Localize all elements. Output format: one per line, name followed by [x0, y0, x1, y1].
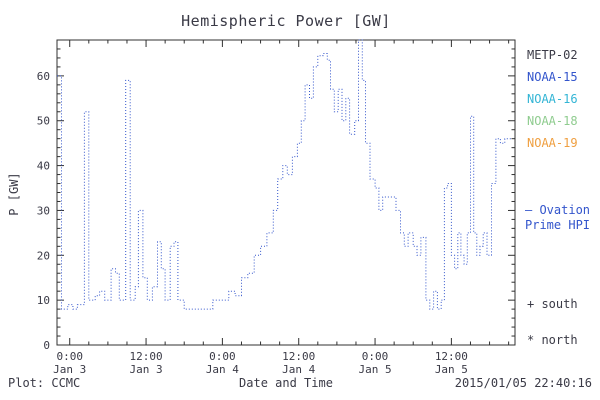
- svg-text:30: 30: [37, 204, 50, 217]
- north-marker-note: * north: [527, 333, 578, 347]
- legend-item-noaa18: NOAA-18: [527, 114, 578, 128]
- svg-text:Jan 4: Jan 4: [282, 363, 315, 376]
- svg-text:Jan 5: Jan 5: [435, 363, 468, 376]
- legend-item-noaa19: NOAA-19: [527, 136, 578, 150]
- svg-text:20: 20: [37, 249, 50, 262]
- ovation-prime-annotation: – Ovation Prime HPI: [525, 203, 590, 233]
- svg-text:10: 10: [37, 294, 50, 307]
- svg-text:Jan 4: Jan 4: [206, 363, 239, 376]
- svg-text:0: 0: [43, 339, 50, 352]
- legend-item-noaa15: NOAA-15: [527, 70, 578, 84]
- plot-timestamp: 2015/01/05 22:40:16: [454, 376, 592, 390]
- plot-source-label: Plot: CCMC: [8, 376, 81, 390]
- svg-text:0:00: 0:00: [209, 350, 236, 363]
- x-axis-title: Date and Time: [239, 376, 333, 390]
- ovation-annotation-line2: Prime HPI: [525, 218, 591, 232]
- svg-text:Jan 3: Jan 3: [129, 363, 162, 376]
- svg-text:Jan 5: Jan 5: [358, 363, 391, 376]
- ovation-annotation-line1: – Ovation: [525, 203, 591, 217]
- legend-item-noaa16: NOAA-16: [527, 92, 578, 106]
- south-marker-note: + south: [527, 297, 578, 311]
- svg-text:12:00: 12:00: [129, 350, 162, 363]
- svg-text:40: 40: [37, 160, 50, 173]
- svg-text:50: 50: [37, 115, 50, 128]
- svg-text:Jan 3: Jan 3: [53, 363, 86, 376]
- svg-text:0:00: 0:00: [56, 350, 83, 363]
- chart-title: Hemispheric Power [GW]: [181, 12, 391, 30]
- svg-text:12:00: 12:00: [282, 350, 315, 363]
- svg-text:0:00: 0:00: [362, 350, 389, 363]
- svg-text:60: 60: [37, 70, 50, 83]
- svg-text:12:00: 12:00: [435, 350, 468, 363]
- satellite-legend: METP-02 NOAA-15 NOAA-16 NOAA-18 NOAA-19: [527, 44, 578, 154]
- legend-item-metp02: METP-02: [527, 48, 578, 62]
